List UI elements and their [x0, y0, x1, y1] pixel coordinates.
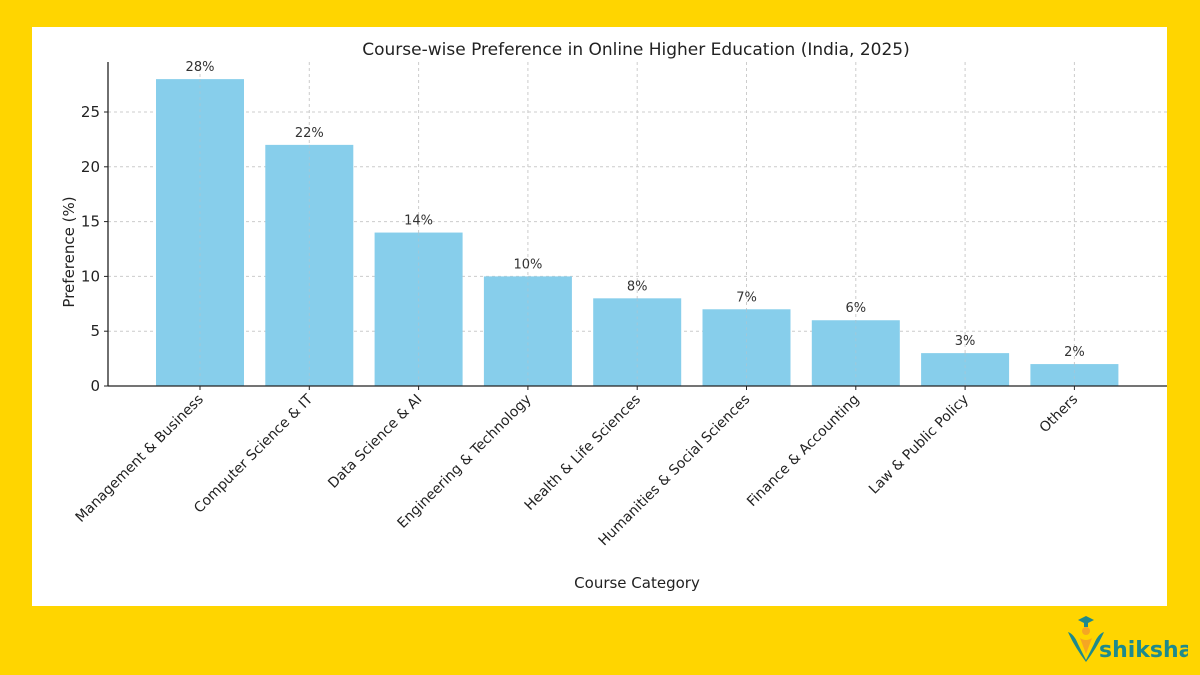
x-tick-label: Computer Science & IT — [191, 391, 316, 516]
x-tick-label: Law & Public Policy — [866, 392, 972, 498]
bar-value-label: 6% — [845, 301, 866, 316]
bar-value-label: 28% — [186, 60, 215, 75]
bar — [1030, 364, 1119, 386]
bar-value-label: 2% — [1064, 345, 1085, 360]
bar — [156, 79, 244, 386]
x-tick-label: Management & Business — [73, 392, 207, 526]
x-tick-label: Others — [1037, 392, 1082, 437]
x-tick-label: Finance & Accounting — [744, 392, 862, 510]
bar-value-label: 3% — [955, 334, 976, 349]
y-tick-label: 25 — [81, 103, 100, 121]
logo-icon: shiksha — [1068, 616, 1194, 663]
y-axis: 0 5 10 15 20 25 — [81, 62, 109, 395]
shiksha-logo: shiksha — [1064, 614, 1194, 666]
x-tick-label: Health & Life Sciences — [522, 392, 644, 514]
chart-title: Course-wise Preference in Online Higher … — [362, 40, 910, 60]
y-tick-label: 20 — [81, 158, 100, 176]
bar-value-label: 7% — [736, 290, 757, 305]
bar-chart: Course-wise Preference in Online Higher … — [60, 40, 1167, 592]
y-axis-label: Preference (%) — [60, 196, 78, 307]
chart-panel: Course-wise Preference in Online Higher … — [32, 27, 1167, 606]
bar-value-label: 22% — [295, 126, 324, 141]
bar — [921, 353, 1010, 386]
y-tick-label: 0 — [90, 377, 100, 395]
bar-value-label: 8% — [627, 279, 648, 294]
y-tick-label: 15 — [81, 213, 100, 231]
y-tick-label: 10 — [81, 267, 100, 285]
bar — [374, 232, 463, 386]
bar-value-label: 14% — [404, 214, 433, 229]
logo-text: shiksha — [1099, 638, 1188, 663]
x-axis-label: Course Category — [574, 574, 700, 592]
y-tick-label: 5 — [90, 322, 100, 340]
x-tick-label: Data Science & AI — [325, 392, 425, 492]
bars: 28% 22% 14% 10% 8% 7% 6% 3% 2% — [156, 60, 1119, 386]
bar-value-label: 10% — [513, 257, 542, 272]
